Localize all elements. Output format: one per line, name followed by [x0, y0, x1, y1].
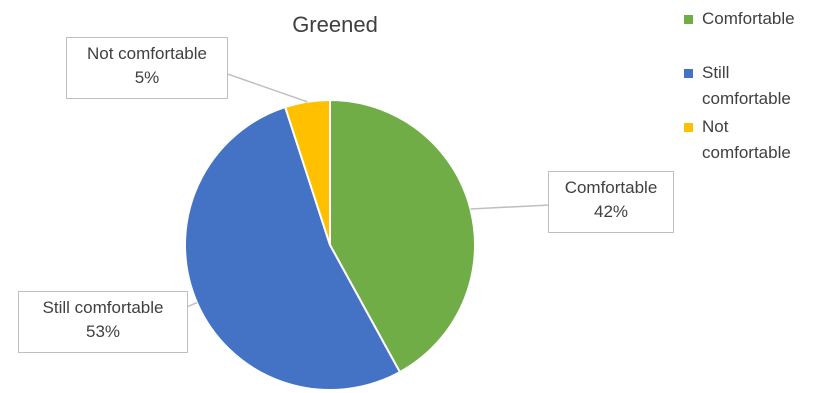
leader-line-comfortable	[470, 204, 549, 210]
pie-slice-comfortable	[329, 98, 476, 374]
data-label-not-comfortable-value: 5%	[134, 68, 160, 87]
legend-swatch-still-comfortable	[684, 69, 693, 78]
pie-slice-still-comfortable	[184, 105, 402, 391]
data-label-not-comfortable-category: Not comfortable	[87, 44, 207, 63]
legend-item-not-comfortable: Not comfortable	[684, 114, 819, 166]
data-label-still-comfortable-value: 53%	[85, 322, 121, 341]
leader-line-still-comfortable	[187, 301, 198, 308]
legend-item-comfortable: Comfortable	[684, 6, 795, 32]
legend-label-not-comfortable: Not comfortable	[702, 117, 791, 162]
data-label-still-comfortable-category: Still comfortable	[42, 298, 164, 317]
legend-swatch-not-comfortable	[684, 123, 693, 132]
chart-title: Greened	[292, 12, 378, 37]
pie-slice-not-comfortable	[283, 98, 331, 246]
data-label-comfortable-category: Comfortable	[564, 178, 658, 197]
legend-item-still-comfortable: Still comfortable	[684, 60, 819, 112]
legend-swatch-comfortable	[684, 15, 693, 24]
leader-line-not-comfortable	[227, 73, 308, 103]
data-label-comfortable-value: 42%	[593, 202, 629, 221]
legend-label-comfortable: Comfortable	[702, 9, 795, 28]
data-label-not-comfortable: Not comfortable 5%	[66, 37, 228, 99]
legend-label-still-comfortable: Still comfortable	[702, 63, 791, 108]
data-label-still-comfortable: Still comfortable 53%	[18, 291, 188, 353]
data-label-comfortable: Comfortable 42%	[548, 171, 674, 233]
